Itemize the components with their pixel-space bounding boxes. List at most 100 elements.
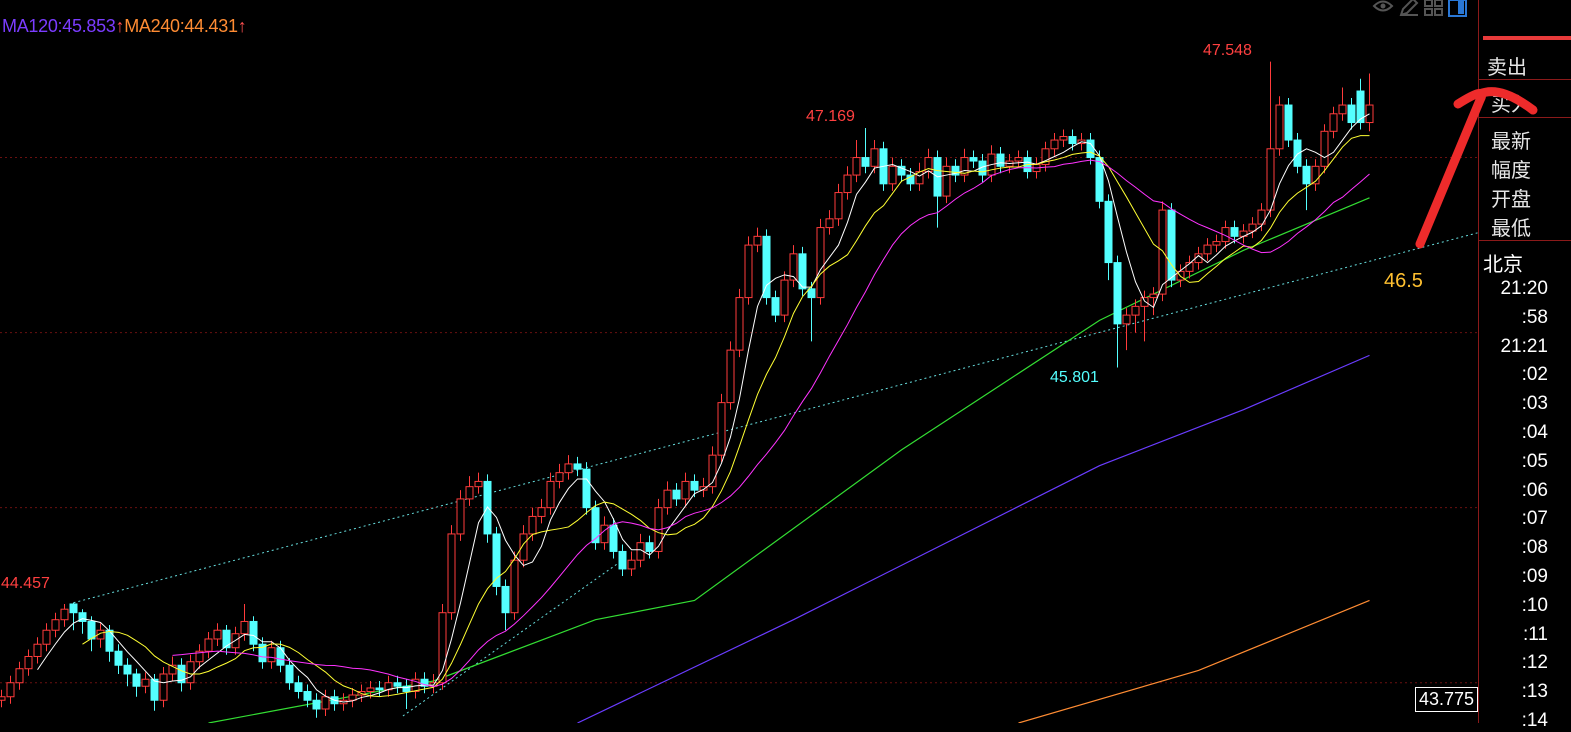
candle-up [1266, 148, 1275, 211]
candle-down [609, 524, 618, 552]
time-label: :06 [1521, 479, 1548, 501]
candle-up [1059, 136, 1068, 141]
candle-up [1311, 165, 1320, 185]
candle-up [681, 480, 690, 500]
candle-up [600, 524, 609, 544]
candle-up [870, 148, 879, 167]
candle-down [951, 165, 960, 176]
eye-icon[interactable] [1372, 0, 1394, 16]
candle-down [996, 153, 1005, 167]
candle-up [159, 673, 168, 701]
candle-up [15, 668, 24, 684]
candle-up [240, 620, 249, 635]
change-label: 幅度 [1491, 160, 1531, 182]
candle-up [1158, 209, 1167, 295]
candle-up [663, 489, 672, 509]
time-label: 21:21 [1500, 335, 1548, 357]
candle-down [798, 253, 807, 290]
candle-up [924, 157, 933, 173]
candle-down [978, 160, 987, 176]
candle-down [1167, 209, 1176, 281]
candle-up [546, 480, 555, 509]
ma240-label: MA240:44.431 [124, 16, 238, 36]
candle-up [195, 650, 204, 663]
candle-up [852, 157, 861, 176]
candle-up [33, 643, 42, 657]
low-label: 最低 [1491, 218, 1531, 240]
ma-legend: MA120:45.853↑MA240:44.431↑ [2, 16, 247, 37]
candle-down [78, 612, 87, 622]
sell-label: 卖出 [1487, 57, 1527, 79]
open-label: 开盘 [1491, 189, 1531, 211]
grid-icon[interactable] [1424, 0, 1444, 16]
candle-down [771, 297, 780, 316]
high2-label: 47.169 [806, 108, 855, 125]
candle-up [735, 297, 744, 351]
candle-down [1095, 157, 1104, 202]
pencil-icon[interactable] [1398, 0, 1420, 16]
candle-up [717, 402, 726, 456]
candle-down [87, 620, 96, 640]
cursor-price-box: 43.775 [1415, 687, 1479, 712]
candle-up [141, 678, 150, 687]
candle-up [1320, 130, 1329, 167]
candle-up [1014, 157, 1023, 162]
candle-down [375, 687, 384, 691]
ma5-line [37, 113, 1370, 703]
candle-down [492, 533, 501, 587]
candle-down [393, 682, 402, 687]
candle-up [1050, 139, 1059, 150]
time-label: :12 [1521, 652, 1548, 674]
time-label: :07 [1521, 508, 1548, 530]
panel-icon[interactable] [1448, 0, 1468, 18]
candle-up [726, 349, 735, 404]
candle-up [456, 498, 465, 535]
candle-up [0, 696, 6, 701]
ma120-line [577, 354, 1370, 723]
time-label: 21:20 [1500, 278, 1548, 299]
divider [1479, 79, 1571, 80]
candle-up [1338, 104, 1347, 115]
candle-up [465, 486, 474, 500]
time-label: :09 [1521, 566, 1548, 587]
candle-up [267, 647, 276, 663]
candle-up [699, 486, 708, 491]
candle-up [213, 629, 222, 640]
candle-up [348, 694, 357, 701]
candle-up [888, 165, 897, 185]
candle-up [42, 629, 51, 645]
time-label: :04 [1521, 422, 1548, 443]
candle-down [1230, 227, 1239, 237]
candle-down [618, 550, 627, 570]
ma20-line [172, 159, 1370, 688]
candle-up [168, 664, 177, 675]
candlestick-chart[interactable] [0, 0, 1478, 723]
candle-up [6, 682, 15, 698]
ma240-arrow-icon: ↑ [237, 16, 247, 36]
candle-up [942, 165, 951, 197]
candle-down [123, 664, 132, 675]
candle-down [1356, 90, 1365, 124]
left-high-label: 44.457 [1, 575, 50, 592]
candle-down [672, 489, 681, 500]
candle-up [555, 472, 564, 482]
candle-down [1293, 139, 1302, 167]
panel-top-bar [1483, 36, 1571, 40]
ma60-line [208, 197, 1370, 723]
candle-down [285, 664, 294, 684]
candle-down [1347, 104, 1356, 124]
time-label: :05 [1521, 450, 1548, 472]
quote-panel: 卖出 买入 最新 幅度 开盘 最低 北京 21:20:58 21:21:02:03… [1478, 0, 1571, 731]
candle-down [582, 468, 591, 509]
ma240-line [1018, 599, 1370, 723]
candle-down [645, 542, 654, 552]
latest-label: 最新 [1491, 131, 1531, 153]
candle-up [960, 157, 969, 176]
trend-line [73, 232, 1478, 604]
time-label: :58 [1521, 306, 1548, 328]
candle-up [708, 454, 717, 488]
candle-down [312, 699, 321, 710]
candle-up [537, 507, 546, 517]
time-label: :02 [1521, 364, 1548, 386]
candle-up [96, 629, 105, 640]
